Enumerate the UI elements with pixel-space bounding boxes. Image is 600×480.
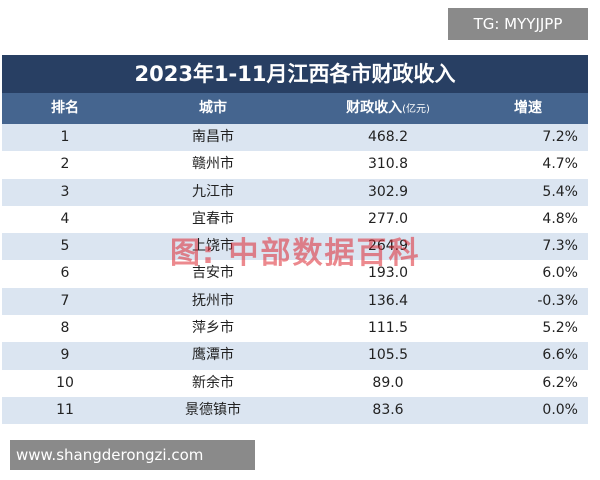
table-row: 7 抚州市 136.4 -0.3% (2, 287, 588, 316)
table-cell: 上饶市 (192, 238, 234, 255)
table-cell: 景德镇市 (185, 401, 241, 418)
table-cell: 6.0% (542, 265, 578, 282)
table-row: 2 赣州市 310.8 4.7% (2, 151, 588, 178)
table-cell: 4.8% (542, 210, 578, 227)
table-cell: 111.5 (367, 320, 409, 337)
table-cell: 2 (60, 156, 70, 173)
table-cell: 7 (60, 292, 70, 309)
table-row: 5 上饶市 264.9 7.3% (2, 233, 588, 261)
table: 2023年1-11月江西各市财政收入 排名 城市 财政收入(亿元) 增速 1 南昌… (2, 55, 588, 425)
table-cell: 89.0 (372, 374, 404, 391)
table-cell: 5.4% (542, 183, 578, 200)
table-cell: 6 (60, 265, 70, 282)
table-cell: 193.0 (367, 265, 409, 282)
table-cell: 10 (56, 374, 74, 391)
table-row: 8 萍乡市 111.5 5.2% (2, 315, 588, 342)
table-cell: 7.2% (542, 129, 578, 145)
table-cell: 468.2 (367, 129, 409, 145)
table-cell: 赣州市 (192, 156, 234, 173)
table-cell: 0.0% (542, 401, 578, 418)
table-cell: -0.3% (537, 292, 578, 309)
table-cell: 南昌市 (192, 129, 234, 145)
table-row: 9 鹰潭市 105.5 6.6% (2, 342, 588, 370)
table-cell: 抚州市 (192, 292, 234, 309)
header-row: 排名 城市 财政收入(亿元) 增速 (2, 93, 588, 124)
table-cell: 九江市 (192, 183, 234, 200)
table-cell: 6.2% (542, 374, 578, 391)
footer-url: www.shangderongzi.com (10, 440, 255, 470)
table-cell: 6.6% (542, 347, 578, 364)
header-cell: 增速 (514, 100, 542, 116)
table-row: 3 九江市 302.9 5.4% (2, 178, 588, 206)
table-cell: 105.5 (367, 347, 409, 364)
table-row: 1 南昌市 468.2 7.2% (2, 124, 588, 152)
table-cell: 83.6 (372, 401, 404, 418)
table-cell: 3 (60, 183, 70, 200)
table-cell: 新余市 (192, 374, 234, 391)
table-cell: 吉安市 (192, 265, 234, 282)
table-cell: 310.8 (367, 156, 409, 173)
table-row: 11 景德镇市 83.6 0.0% (2, 396, 588, 425)
table-row: 6 吉安市 193.0 6.0% (2, 260, 588, 287)
table-row: 10 新余市 89.0 6.2% (2, 370, 588, 397)
table-cell: 264.9 (367, 238, 409, 255)
table-cell: 9 (60, 347, 70, 364)
table-cell: 萍乡市 (192, 320, 234, 337)
table-cell: 5.2% (542, 320, 578, 337)
table-cell: 8 (60, 320, 70, 337)
table-cell: 鹰潭市 (192, 347, 234, 364)
header-cell: 财政收入(亿元) (298, 93, 478, 124)
header-text: 财政收入 (346, 100, 403, 116)
table-cell: 4.7% (542, 156, 578, 173)
badge: TG: MYYJJPP (448, 8, 588, 40)
table-cell: 11 (56, 401, 74, 418)
watermark: 图: 中部数据百科 (170, 236, 421, 271)
table-cell: 5 (60, 238, 70, 255)
table-row: 4 宜春市 277.0 4.8% (2, 206, 588, 233)
table-cell: 7.3% (542, 238, 578, 255)
table-cell: 4 (60, 210, 70, 227)
table-cell: 1 (60, 129, 70, 145)
header-cell: 城市 (199, 100, 227, 116)
table-title: 2023年1-11月江西各市财政收入 (2, 55, 588, 93)
header-cell: 排名 (51, 100, 79, 116)
table-cell: 宜春市 (192, 210, 234, 227)
header-unit: (亿元) (402, 104, 430, 115)
table-cell: 136.4 (367, 292, 409, 309)
table-cell: 277.0 (367, 210, 409, 227)
table-cell: 302.9 (367, 183, 409, 200)
